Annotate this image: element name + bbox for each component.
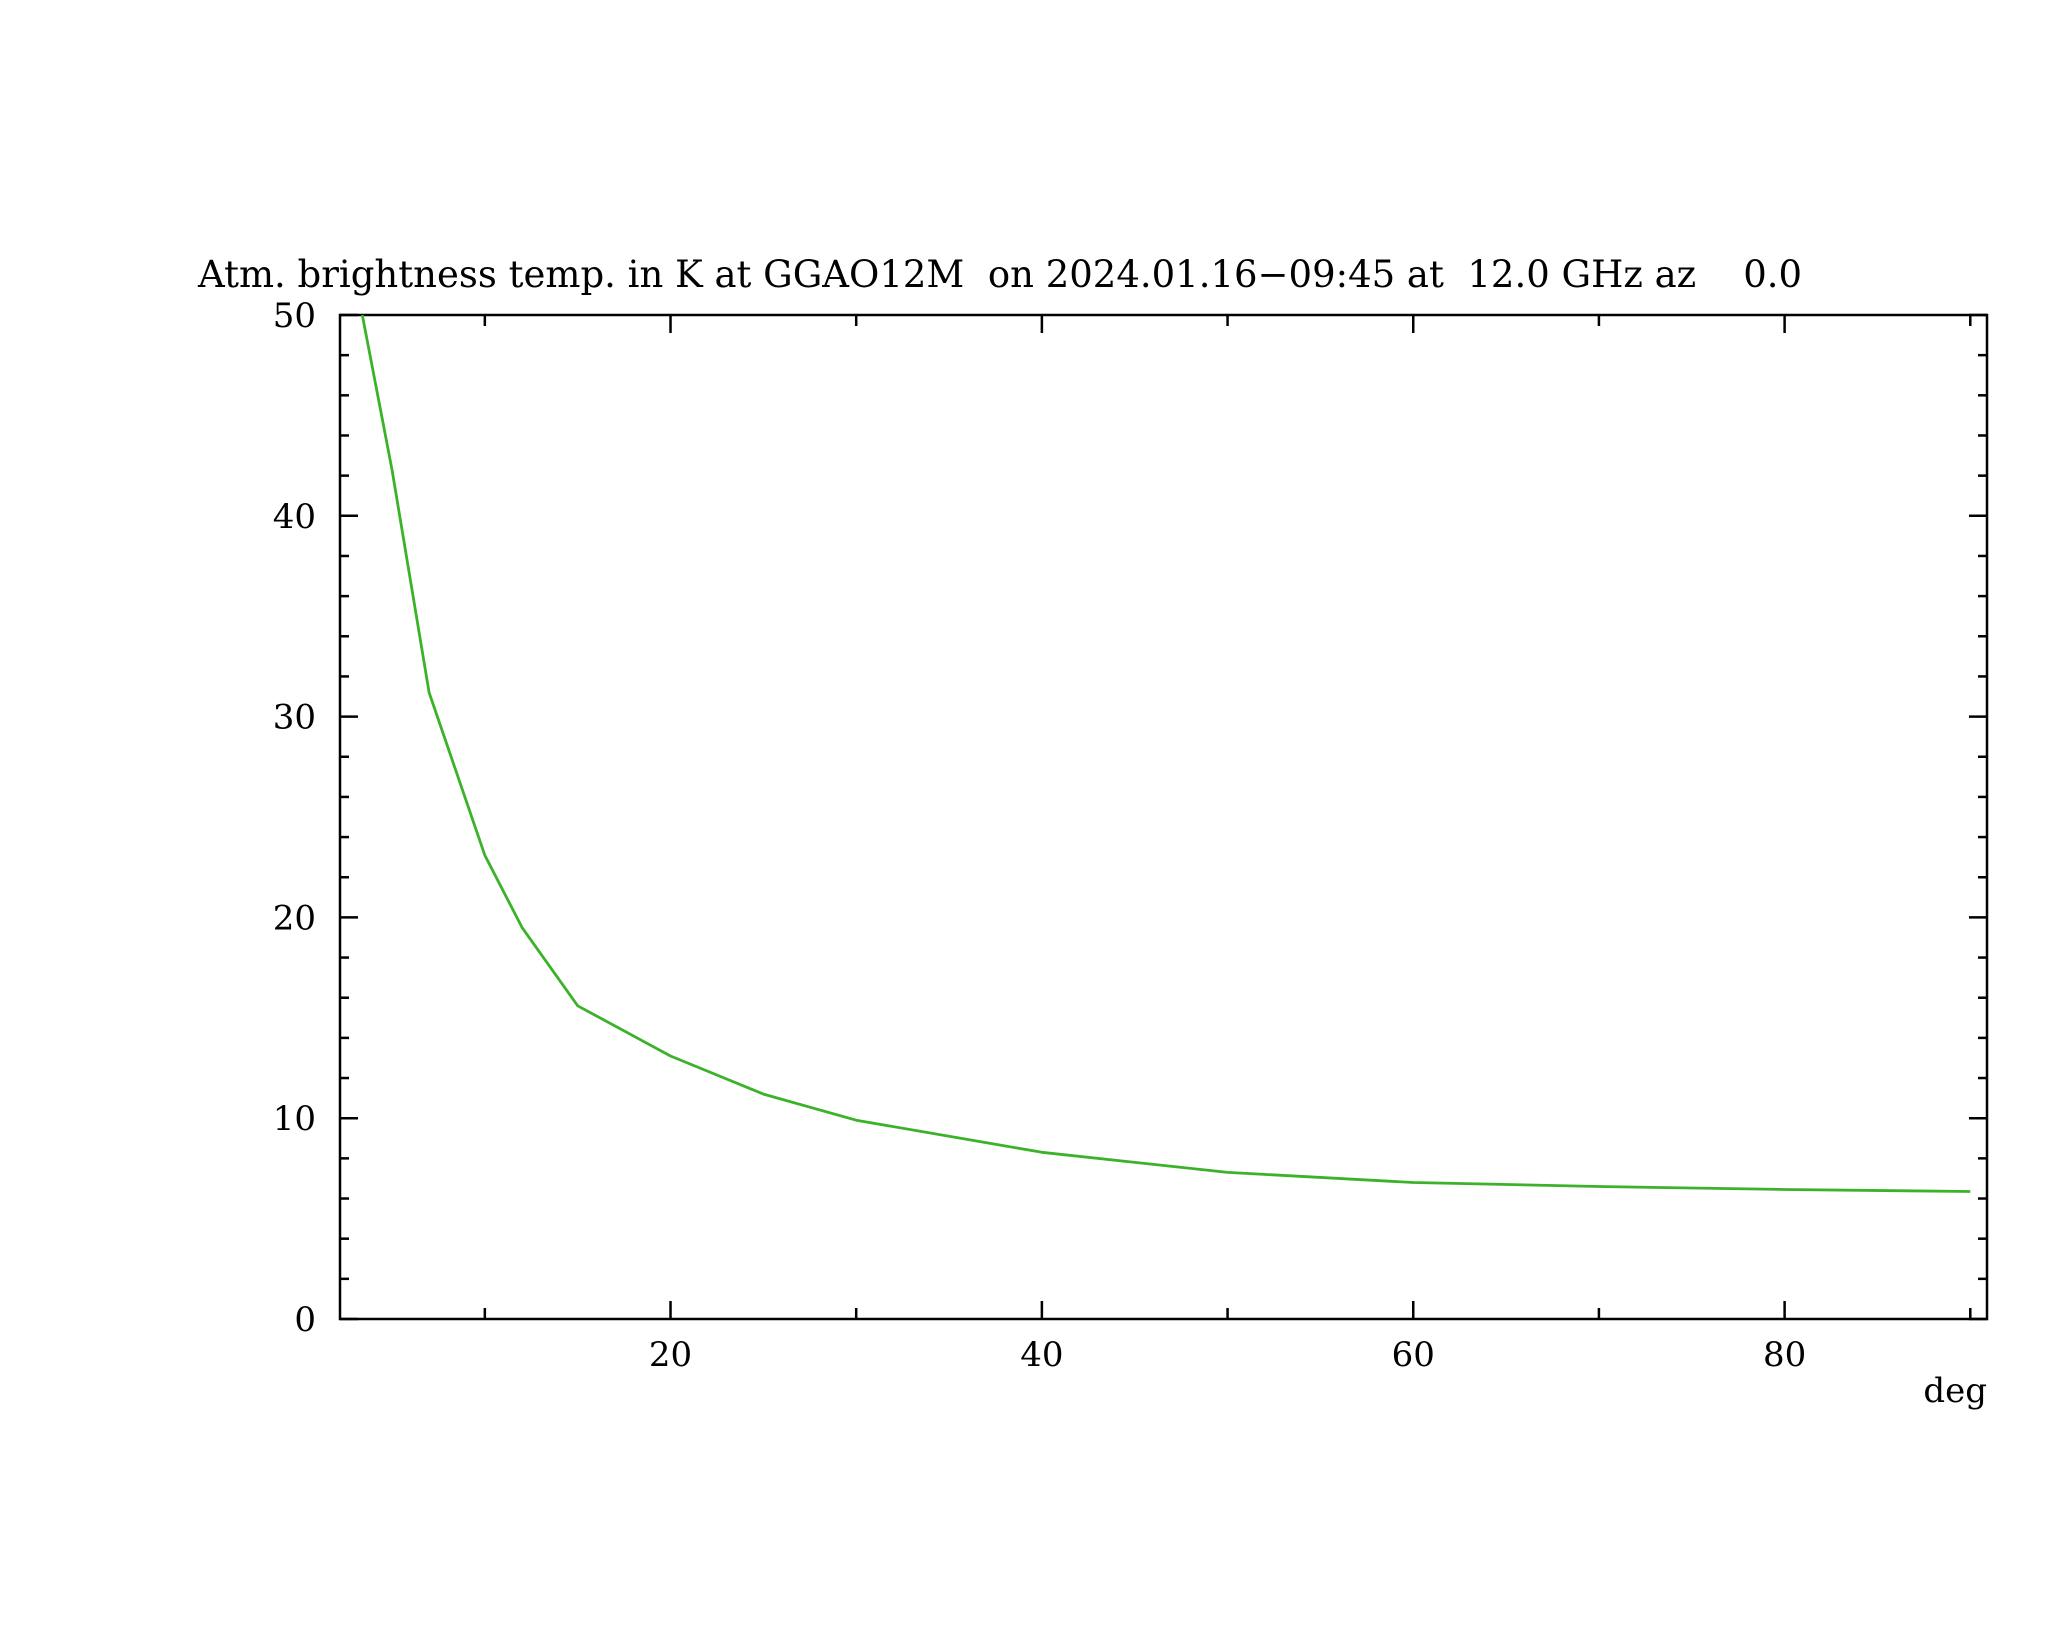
y-tick-label: 10 xyxy=(273,1099,316,1139)
y-tick-label: 0 xyxy=(294,1300,316,1340)
chart-title: Atm. brightness temp. in K at GGAO12M on… xyxy=(197,253,1802,296)
x-tick-label: 80 xyxy=(1763,1335,1806,1375)
y-tick-label: 20 xyxy=(273,898,316,938)
x-tick-label: 60 xyxy=(1392,1335,1435,1375)
data-line xyxy=(360,314,1971,1193)
x-axis-label: deg xyxy=(1923,1371,1987,1411)
x-tick-label: 20 xyxy=(649,1335,692,1375)
x-tick-label: 40 xyxy=(1020,1335,1063,1375)
plot-frame xyxy=(338,313,1989,1321)
y-tick-label: 40 xyxy=(273,497,316,537)
y-tick-label: 30 xyxy=(273,698,316,738)
y-tick-label: 50 xyxy=(273,296,316,336)
